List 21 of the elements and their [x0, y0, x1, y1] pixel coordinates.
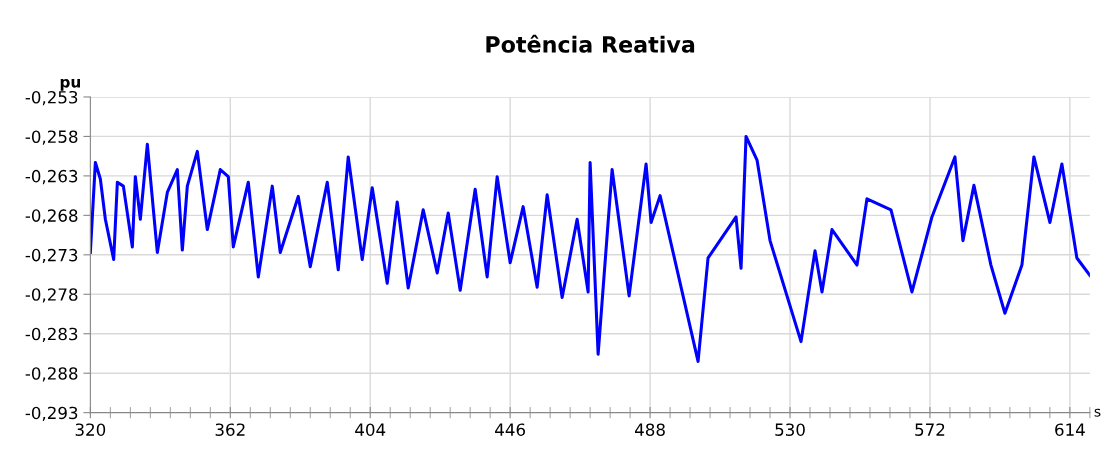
x-tick-label: 404: [355, 423, 386, 436]
x-tick-label: 614: [1055, 423, 1085, 436]
y-tick-label: -0,263: [25, 169, 78, 185]
y-tick-label: -0,268: [25, 209, 78, 224]
x-tick-label: 572: [915, 423, 945, 436]
y-tick-label: -0,258: [25, 130, 78, 145]
y-tick-label: -0,278: [25, 288, 78, 303]
y-tick-label: -0,273: [25, 248, 78, 264]
x-tick-label: 362: [215, 423, 245, 436]
x-tick-label: 320: [75, 423, 106, 436]
line-series: [90, 134, 1090, 363]
y-axis-title: pu: [60, 78, 80, 91]
x-tick-label: 446: [495, 423, 526, 436]
y-tick-label: -0,293: [25, 406, 78, 421]
x-tick-label: 530: [775, 423, 805, 436]
chart-title: Potência Reativa: [486, 34, 695, 53]
x-tick-label: 488: [635, 423, 665, 436]
x-axis-title: s: [1094, 408, 1101, 417]
y-tick-label: -0,283: [25, 327, 78, 343]
y-tick-label: -0,288: [25, 367, 78, 382]
y-tick-label: -0,253: [25, 90, 78, 106]
